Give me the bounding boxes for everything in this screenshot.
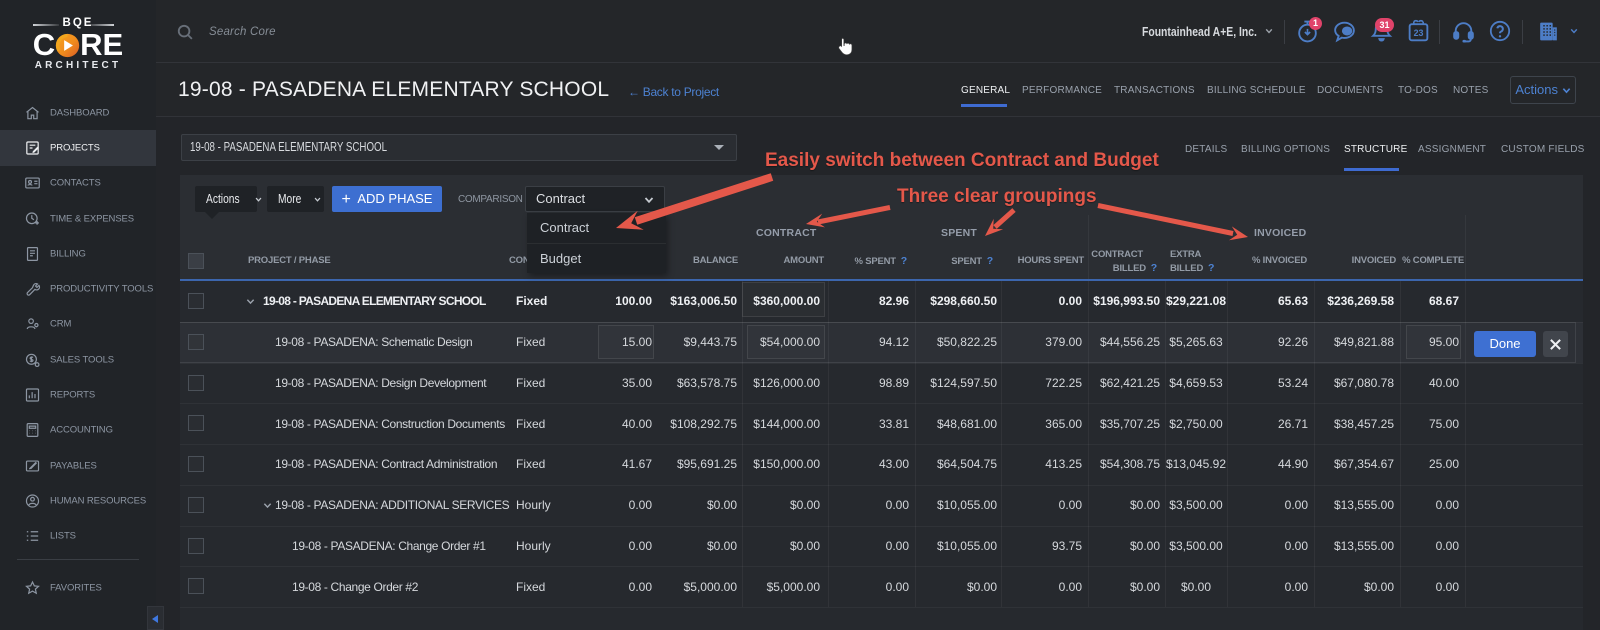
svg-text:23: 23	[1414, 28, 1424, 38]
